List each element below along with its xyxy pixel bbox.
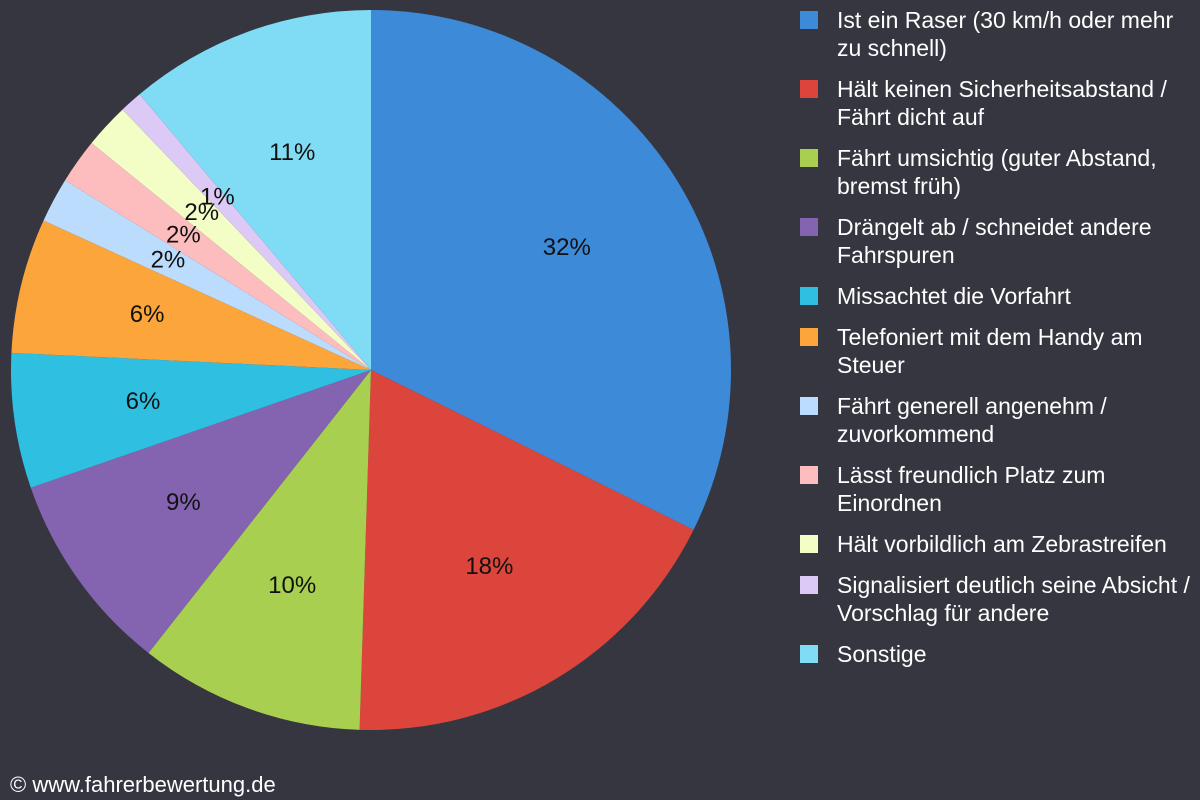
- legend-swatch: [800, 328, 818, 346]
- pie-slice: [359, 370, 694, 730]
- pie-slice: [43, 180, 372, 370]
- legend-item: Lässt freundlich Platz zum Einordnen: [800, 461, 1195, 517]
- data-label: 2%: [151, 247, 186, 274]
- legend-item: Missachtet die Vorfahrt: [800, 282, 1195, 310]
- legend-label: Fährt umsichtig (guter Abstand, bremst f…: [837, 145, 1157, 199]
- legend-label: Fährt generell angenehm / zuvorkommend: [837, 393, 1107, 447]
- data-label: 6%: [126, 388, 161, 415]
- legend-label: Drängelt ab / schneidet andere Fahrspure…: [837, 214, 1152, 268]
- legend-label: Signalisiert deutlich seine Absicht / Vo…: [837, 572, 1190, 626]
- legend-label: Lässt freundlich Platz zum Einordnen: [837, 462, 1106, 516]
- legend-item: Fährt umsichtig (guter Abstand, bremst f…: [800, 144, 1195, 200]
- pie-slice: [65, 143, 371, 370]
- pie-slice: [371, 10, 731, 530]
- data-label: 2%: [184, 199, 219, 226]
- data-label: 10%: [268, 572, 316, 599]
- legend-item: Hält vorbildlich am Zebrastreifen: [800, 530, 1195, 558]
- data-label: 1%: [200, 184, 235, 211]
- data-label: 32%: [543, 234, 591, 261]
- pie-slice: [11, 220, 372, 370]
- legend-swatch: [800, 645, 818, 663]
- legend-label: Missachtet die Vorfahrt: [837, 283, 1071, 309]
- legend-swatch: [800, 80, 818, 98]
- legend-label: Hält vorbildlich am Zebrastreifen: [837, 531, 1167, 557]
- legend-item: Telefoniert mit dem Handy am Steuer: [800, 323, 1195, 379]
- legend-item: Signalisiert deutlich seine Absicht / Vo…: [800, 571, 1195, 627]
- legend-item: Drängelt ab / schneidet andere Fahrspure…: [800, 213, 1195, 269]
- footer: © www.fahrerbewertung.de: [10, 772, 276, 797]
- legend-label: Telefoniert mit dem Handy am Steuer: [837, 324, 1143, 378]
- legend-swatch: [800, 11, 818, 29]
- legend-item: Hält keinen Sicherheitsabstand / Fährt d…: [800, 75, 1195, 131]
- legend-swatch: [800, 149, 818, 167]
- legend-label: Ist ein Raser (30 km/h oder mehr zu schn…: [837, 7, 1174, 61]
- legend-item: Sonstige: [800, 640, 1195, 668]
- legend-item: Fährt generell angenehm / zuvorkommend: [800, 392, 1195, 448]
- data-label: 18%: [465, 553, 513, 580]
- legend-label: Sonstige: [837, 641, 927, 667]
- pie-slice: [139, 10, 371, 370]
- legend-swatch: [800, 287, 818, 305]
- legend-item: Ist ein Raser (30 km/h oder mehr zu schn…: [800, 6, 1195, 62]
- data-label: 9%: [166, 489, 201, 516]
- legend-swatch: [800, 218, 818, 236]
- pie-slice: [148, 370, 371, 730]
- legend-swatch: [800, 397, 818, 415]
- pie-slice: [91, 109, 371, 370]
- legend: Ist ein Raser (30 km/h oder mehr zu schn…: [800, 6, 1195, 668]
- pie-chart: 32%18%10%9%6%6%2%2%2%1%11%: [11, 10, 731, 730]
- data-label: 2%: [166, 222, 201, 249]
- legend-swatch: [800, 535, 818, 553]
- pie-slice: [122, 94, 371, 370]
- legend-label: Hält keinen Sicherheitsabstand / Fährt d…: [837, 76, 1167, 130]
- legend-swatch: [800, 466, 818, 484]
- pie-slice: [30, 370, 371, 653]
- data-label: 6%: [130, 301, 165, 328]
- legend-swatch: [800, 576, 818, 594]
- data-label: 11%: [269, 139, 315, 166]
- pie-slice: [11, 352, 372, 488]
